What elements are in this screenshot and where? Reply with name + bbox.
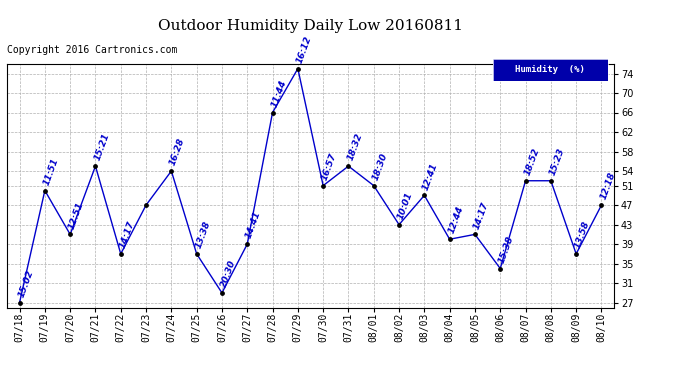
Point xyxy=(267,110,278,116)
Point xyxy=(368,183,380,189)
Point xyxy=(141,202,152,208)
Text: 15:23: 15:23 xyxy=(548,147,566,177)
Text: 12:51: 12:51 xyxy=(67,200,86,230)
Text: 13:58: 13:58 xyxy=(573,220,591,250)
Text: Copyright 2016 Cartronics.com: Copyright 2016 Cartronics.com xyxy=(7,45,177,55)
Text: 10:01: 10:01 xyxy=(396,190,415,220)
Point xyxy=(39,188,50,194)
Text: 12:44: 12:44 xyxy=(446,205,465,235)
Text: 12:41: 12:41 xyxy=(422,161,440,191)
Point xyxy=(166,168,177,174)
Point xyxy=(469,231,480,237)
Point xyxy=(90,163,101,169)
Point xyxy=(65,231,76,237)
Point xyxy=(241,241,253,247)
Text: 20:30: 20:30 xyxy=(219,259,237,289)
Point xyxy=(571,251,582,257)
Text: Outdoor Humidity Daily Low 20160811: Outdoor Humidity Daily Low 20160811 xyxy=(158,19,463,33)
Point xyxy=(191,251,202,257)
Text: 14:17: 14:17 xyxy=(118,220,136,250)
Text: 18:52: 18:52 xyxy=(522,147,541,177)
Text: 18:32: 18:32 xyxy=(346,132,364,162)
Point xyxy=(115,251,126,257)
Point xyxy=(545,178,556,184)
Point xyxy=(444,236,455,242)
Point xyxy=(217,290,228,296)
Point xyxy=(343,163,354,169)
Text: 13:38: 13:38 xyxy=(194,220,212,250)
Text: 18:30: 18:30 xyxy=(371,152,389,182)
Point xyxy=(419,192,430,198)
Point xyxy=(495,266,506,272)
Text: 15:21: 15:21 xyxy=(92,132,111,162)
Text: 14:41: 14:41 xyxy=(244,210,263,240)
Point xyxy=(14,300,25,306)
Text: 15:38: 15:38 xyxy=(497,234,515,264)
Text: 16:28: 16:28 xyxy=(168,137,187,167)
Text: 16:12: 16:12 xyxy=(295,34,313,64)
Text: 11:44: 11:44 xyxy=(270,78,288,108)
Point xyxy=(293,66,304,72)
Text: 14:17: 14:17 xyxy=(472,200,491,230)
Text: 12:18: 12:18 xyxy=(598,171,617,201)
Point xyxy=(393,222,404,228)
Point xyxy=(596,202,607,208)
Text: 15:02: 15:02 xyxy=(17,268,35,298)
Point xyxy=(317,183,328,189)
Point xyxy=(520,178,531,184)
Text: 16:57: 16:57 xyxy=(320,152,339,182)
Text: 11:51: 11:51 xyxy=(42,156,60,186)
